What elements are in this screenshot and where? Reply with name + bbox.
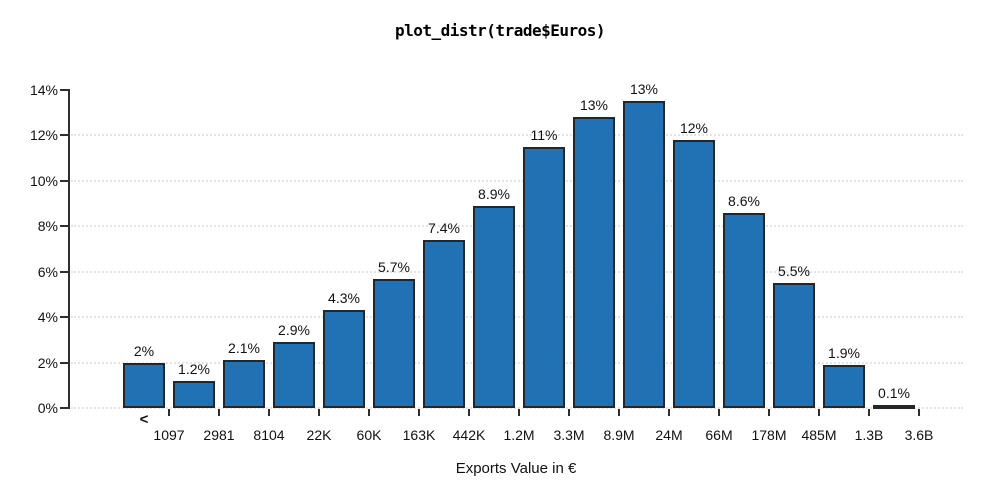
less-than-marker: < <box>139 411 149 428</box>
bar <box>523 146 565 408</box>
x-tick-label: 1.2M <box>503 427 535 443</box>
y-axis-tick <box>60 179 69 182</box>
bar <box>773 283 815 408</box>
bar-value-label: 12% <box>679 119 709 136</box>
bar <box>823 364 865 408</box>
bar <box>723 212 765 408</box>
y-axis-tick <box>60 361 69 364</box>
x-tick-label: 60K <box>356 427 382 443</box>
x-tick-label: 2981 <box>203 427 235 443</box>
bar-value-label: 8.9% <box>478 185 510 202</box>
bar <box>673 139 715 408</box>
bar <box>323 310 365 408</box>
gridline <box>71 134 963 136</box>
y-axis-tick <box>60 270 69 273</box>
y-axis-tick <box>60 407 69 409</box>
bar-value-label: 13% <box>579 97 609 114</box>
bar-value-label: 1.9% <box>828 344 860 361</box>
gridline <box>71 316 963 318</box>
bar <box>273 342 315 408</box>
y-tick-label: 14% <box>29 82 58 98</box>
y-axis-tick <box>60 134 69 137</box>
x-tick-label: 8.9M <box>603 427 635 443</box>
x-tick-label: 442K <box>452 427 486 443</box>
y-axis-tick <box>60 225 69 228</box>
y-tick-label: 10% <box>29 172 58 189</box>
x-axis-tick <box>218 409 220 416</box>
x-tick-label: 22K <box>306 427 332 443</box>
x-tick-label: 24M <box>655 427 683 443</box>
x-axis-tick <box>868 409 870 416</box>
bar-value-label: 11% <box>530 126 558 143</box>
x-axis-tick <box>168 409 170 416</box>
y-tick-label: 8% <box>37 218 58 235</box>
x-axis-tick <box>818 409 820 416</box>
bar <box>473 205 515 408</box>
bar-value-label: 5.5% <box>778 263 810 280</box>
x-tick-label: 178M <box>751 427 787 443</box>
x-axis-tick <box>318 409 320 416</box>
y-tick-label: 4% <box>37 309 58 326</box>
x-axis-tick <box>268 409 270 416</box>
x-tick-label: 3.6B <box>904 427 934 443</box>
y-axis-tick <box>60 89 69 91</box>
x-axis-title: Exports Value in € <box>455 460 577 477</box>
x-tick-label: 3.3M <box>553 427 585 443</box>
bar-value-label: 0.1% <box>878 384 910 401</box>
x-axis-tick <box>468 409 470 416</box>
gridline <box>71 180 963 182</box>
x-axis-tick <box>918 409 920 416</box>
x-tick-label: 8104 <box>253 427 285 443</box>
gridline <box>71 407 963 409</box>
bar-value-label: 4.3% <box>328 290 360 307</box>
x-axis-tick <box>418 409 420 416</box>
gridline <box>71 225 963 227</box>
bar-value-label: 2.1% <box>228 340 260 357</box>
y-axis-tick <box>60 316 69 319</box>
bar <box>223 360 265 408</box>
x-axis-tick <box>768 409 770 416</box>
gridline <box>71 362 963 364</box>
bar-value-label: 8.6% <box>728 192 760 209</box>
y-tick-label: 12% <box>29 127 58 144</box>
x-axis-tick <box>368 409 370 416</box>
gridline <box>71 271 963 273</box>
bar <box>173 380 215 408</box>
y-tick-label: 2% <box>37 354 58 371</box>
y-tick-label: 6% <box>37 263 58 280</box>
bar <box>373 278 415 408</box>
bar-value-label: 5.7% <box>378 258 410 275</box>
x-axis-tick <box>668 409 670 416</box>
bar-value-label: 2% <box>133 342 155 359</box>
bar-value-label: 13% <box>629 81 659 98</box>
x-tick-label: 1.3B <box>854 427 884 443</box>
x-tick-label: 485M <box>801 427 837 443</box>
x-tick-label: 1097 <box>153 427 185 443</box>
x-axis-tick <box>568 409 570 416</box>
x-tick-label: 163K <box>402 427 436 443</box>
bar <box>573 117 615 408</box>
bar-value-label: 2.9% <box>278 322 310 339</box>
y-tick-label: 0% <box>37 400 58 416</box>
x-axis-tick <box>718 409 720 416</box>
x-axis-tick <box>618 409 620 416</box>
bar-value-label: 7.4% <box>428 219 460 236</box>
y-axis-line <box>68 89 70 409</box>
bar <box>873 404 915 409</box>
chart-title: plot_distr(trade$Euros) <box>394 21 606 40</box>
bar <box>123 362 165 408</box>
bar <box>623 101 665 408</box>
bar-value-label: 1.2% <box>178 360 210 377</box>
x-tick-label: 66M <box>705 427 733 443</box>
x-axis-tick <box>518 409 520 416</box>
bar <box>423 239 465 408</box>
